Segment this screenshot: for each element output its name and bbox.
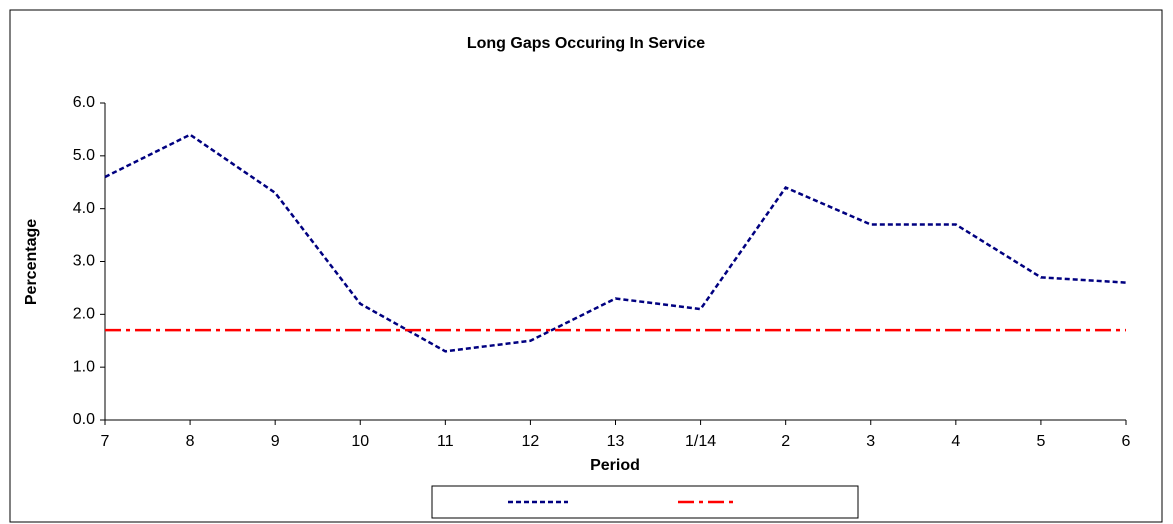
x-tick-label: 3 <box>866 433 875 450</box>
x-tick-label: 12 <box>522 433 540 450</box>
x-axis-label: Period <box>590 457 640 474</box>
y-tick-label: 4.0 <box>73 200 95 217</box>
x-tick-label: 6 <box>1122 433 1131 450</box>
x-tick-label: 11 <box>437 433 454 450</box>
x-tick-label: 13 <box>607 433 625 450</box>
x-tick-label: 10 <box>351 433 369 450</box>
chart-title: Long Gaps Occuring In Service <box>467 35 705 52</box>
y-tick-label: 1.0 <box>73 358 95 375</box>
chart-border <box>9 9 1163 523</box>
legend <box>431 485 859 519</box>
y-axis-label: Percentage <box>23 219 40 305</box>
x-tick-label: 2 <box>781 433 790 450</box>
x-tick-label: 5 <box>1036 433 1045 450</box>
x-tick-label: 4 <box>951 433 960 450</box>
x-tick-label: 9 <box>271 433 280 450</box>
x-tick-label: 7 <box>101 433 110 450</box>
x-tick-label: 1/14 <box>685 433 716 450</box>
y-tick-label: 0.0 <box>73 411 95 428</box>
x-tick-label: 8 <box>186 433 195 450</box>
y-tick-label: 3.0 <box>73 253 95 270</box>
y-tick-label: 6.0 <box>73 94 95 111</box>
y-tick-label: 5.0 <box>73 147 95 164</box>
data-line <box>104 133 1127 353</box>
y-tick-label: 2.0 <box>73 306 95 323</box>
